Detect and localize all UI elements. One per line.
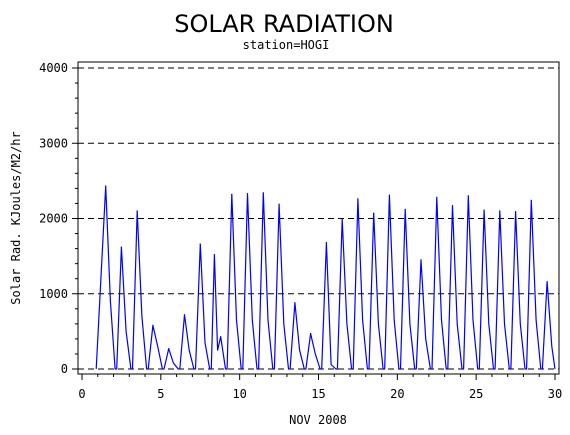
data-point-day-16.5 <box>341 218 343 220</box>
data-point-day-2.5 <box>120 246 123 248</box>
data-point-day-28.5 <box>530 199 532 202</box>
y-tick-label: 3000 <box>39 136 68 150</box>
data-point-day-8.4 <box>213 254 216 256</box>
y-tick-label: 2000 <box>39 212 68 226</box>
x-tick-label: 5 <box>157 387 164 401</box>
data-point-day-9.5 <box>231 193 233 196</box>
y-axis: 0 1000 2000 3000 4000 <box>39 61 78 376</box>
data-point-day-22.5 <box>436 196 438 199</box>
x-tick-label: 10 <box>232 387 246 401</box>
x-tick-label: 0 <box>78 387 85 401</box>
data-point-day-5.5 <box>168 348 170 350</box>
data-point-day-27.5 <box>514 211 517 213</box>
x-tick-label: 15 <box>311 387 325 401</box>
data-point-day-3.5 <box>136 210 138 212</box>
x-axis: 0 5 10 15 20 25 30 <box>78 374 562 401</box>
series-layer <box>95 185 556 370</box>
data-point-day-11.5 <box>262 192 264 194</box>
data-point-day-26.5 <box>499 210 501 212</box>
data-point-day-17.5 <box>357 198 359 200</box>
data-point-day-4.5 <box>152 324 154 326</box>
chart-subtitle: station=HOGI <box>243 38 330 52</box>
y-tick-label: 0 <box>61 362 68 376</box>
data-point-day-25.5 <box>483 209 485 211</box>
data-point-day-21.5 <box>420 259 422 261</box>
data-point-day-23.5 <box>451 205 454 207</box>
data-point-day-1.5 <box>105 185 107 187</box>
data-point-day-19.5 <box>388 194 391 196</box>
x-axis-label: NOV 2008 <box>289 413 347 427</box>
data-point-day-15.5 <box>325 241 327 244</box>
y-tick-label: 1000 <box>39 287 68 301</box>
data-point-day-20.5 <box>404 208 406 211</box>
data-point-day-7.5 <box>199 243 201 245</box>
data-point-day-29.5 <box>546 281 548 283</box>
y-tick-label: 4000 <box>39 61 68 75</box>
data-point-day-6.5 <box>183 314 186 316</box>
data-point-day-13.5 <box>294 302 296 304</box>
series-line-0 <box>95 185 556 370</box>
gridlines <box>78 67 559 370</box>
data-point-day-14.5 <box>310 333 312 335</box>
x-tick-label: 30 <box>548 387 562 401</box>
data-point-day-24.5 <box>467 195 469 197</box>
y-axis-label: Solar Rad. KJoules/M2/hr <box>9 131 23 304</box>
data-point-day-10.5 <box>246 193 249 195</box>
x-tick-label: 25 <box>469 387 483 401</box>
x-tick-label: 20 <box>390 387 404 401</box>
chart-title: SOLAR RADIATION <box>174 10 394 38</box>
data-point-day-12.5 <box>278 203 280 205</box>
data-point-day-18.5 <box>373 212 375 214</box>
